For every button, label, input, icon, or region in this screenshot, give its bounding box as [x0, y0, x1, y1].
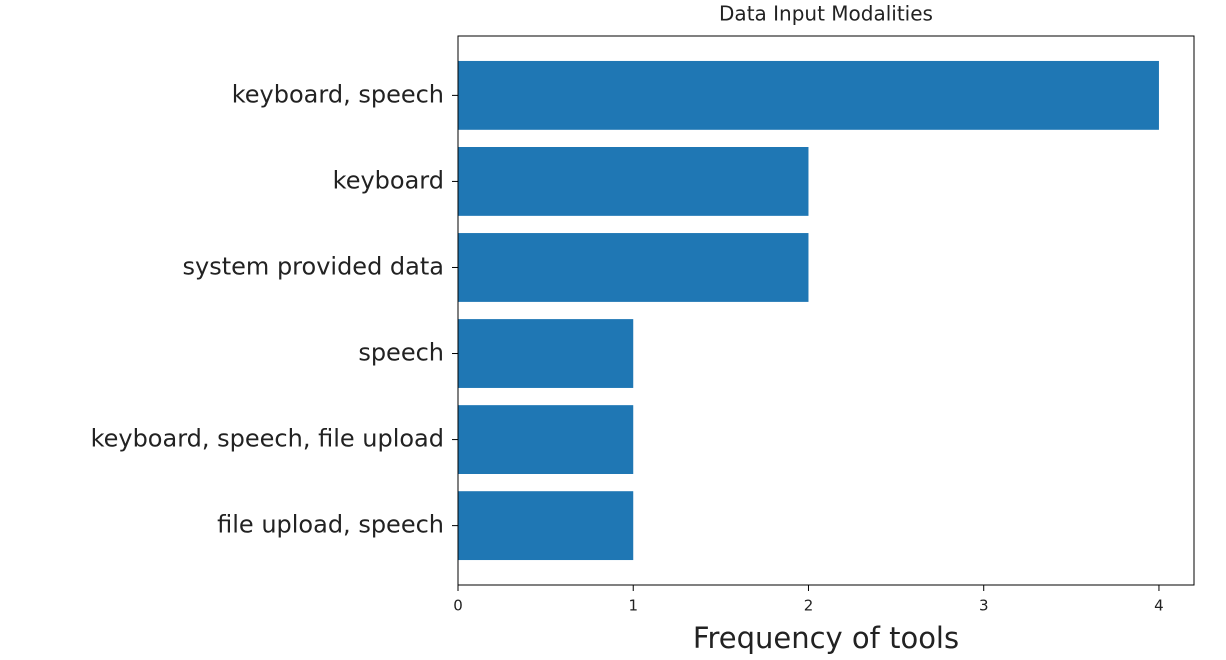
- x-tick-label: 1: [628, 597, 638, 615]
- x-tick-label: 2: [804, 597, 814, 615]
- y-tick-label: keyboard: [333, 166, 444, 194]
- bar: [458, 491, 634, 561]
- x-tick-label: 3: [979, 597, 989, 615]
- x-tick-label: 0: [453, 597, 463, 615]
- y-tick-label: keyboard, speech, file upload: [91, 425, 444, 453]
- y-tick-label: speech: [358, 339, 444, 367]
- y-tick-label: keyboard, speech: [232, 80, 444, 108]
- x-tick-label: 4: [1154, 597, 1164, 615]
- bar: [458, 147, 809, 216]
- y-tick-label: file upload, speech: [217, 511, 444, 539]
- plot-frame: [457, 35, 1195, 586]
- bar: [458, 405, 634, 474]
- bar: [458, 60, 1159, 130]
- bar: [458, 319, 634, 388]
- chart-title: Data Input Modalities: [719, 2, 933, 26]
- bar: [458, 233, 809, 302]
- y-tick-label: system provided data: [183, 252, 444, 280]
- x-axis-label: Frequency of tools: [693, 621, 959, 655]
